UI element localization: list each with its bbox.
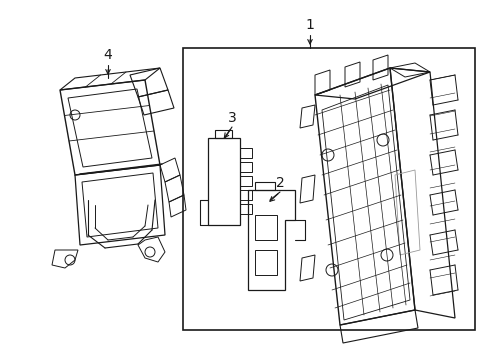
Text: 3: 3 — [227, 111, 236, 125]
Bar — [240, 162, 251, 172]
Bar — [254, 250, 276, 275]
Bar — [240, 204, 251, 214]
Text: 1: 1 — [305, 18, 314, 32]
Bar — [183, 48, 474, 330]
Text: 4: 4 — [103, 48, 112, 62]
Bar — [240, 148, 251, 158]
Bar — [240, 176, 251, 186]
Bar — [254, 215, 276, 240]
Bar — [240, 190, 251, 200]
Text: 2: 2 — [275, 176, 284, 190]
